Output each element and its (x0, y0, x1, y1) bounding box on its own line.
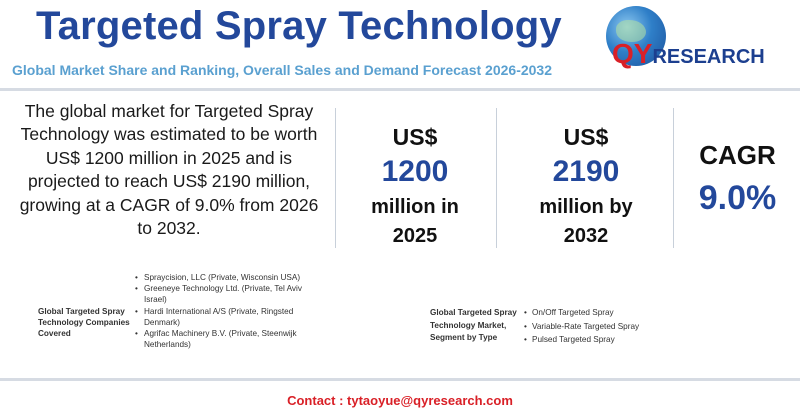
logo-wordmark: QYRESEARCH (612, 38, 765, 69)
market-summary: The global market for Targeted Spray Tec… (19, 101, 319, 239)
report-title: Targeted Spray Technology (36, 4, 562, 48)
footer-divider (0, 378, 800, 381)
contact-email[interactable]: Contact : tytaoyue@qyresearch.com (287, 393, 513, 408)
companies-label: Global Targeted Spray Technology Compani… (38, 307, 130, 339)
stat-divider (673, 108, 674, 248)
cagr-stat: CAGR 9.0% (680, 140, 795, 218)
stat-divider (496, 108, 497, 248)
list-item: Greeneye Technology Ltd. (Private, Tel A… (132, 283, 318, 305)
cagr-value: 9.0% (698, 179, 777, 217)
header-divider (0, 88, 800, 91)
list-item: Variable-Rate Targeted Spray (522, 320, 692, 334)
base-value: 1200 (381, 155, 449, 188)
globe-icon (606, 6, 666, 66)
list-item: Agrifac Machinery B.V. (Private, Steenwi… (132, 328, 318, 350)
stat-divider (335, 108, 336, 248)
base-unit-line1: million in (371, 196, 459, 218)
forecast-unit-line1: million by (539, 196, 633, 218)
list-item: Spraycision, LLC (Private, Wisconsin USA… (132, 272, 318, 283)
base-unit-line2: 2025 (392, 225, 438, 247)
base-year-stat: US$ 1200 million in 2025 (340, 124, 490, 251)
segments-label: Global Targeted Spray Technology Market,… (430, 308, 517, 343)
qyresearch-logo: QYRESEARCH (606, 6, 796, 86)
forecast-unit-line2: 2032 (563, 225, 609, 247)
currency-label: US$ (563, 124, 609, 150)
report-subtitle: Global Market Share and Ranking, Overall… (12, 62, 552, 78)
forecast-stat: US$ 2190 million by 2032 (506, 124, 666, 251)
segments-list: On/Off Targeted Spray Variable-Rate Targ… (522, 306, 692, 347)
companies-list: Spraycision, LLC (Private, Wisconsin USA… (132, 272, 318, 350)
list-item: Pulsed Targeted Spray (522, 333, 692, 347)
cagr-label: CAGR (699, 140, 776, 170)
list-item: On/Off Targeted Spray (522, 306, 692, 320)
list-item: Hardi International A/S (Private, Ringst… (132, 306, 318, 328)
forecast-value: 2190 (552, 155, 620, 188)
currency-label: US$ (392, 124, 438, 150)
